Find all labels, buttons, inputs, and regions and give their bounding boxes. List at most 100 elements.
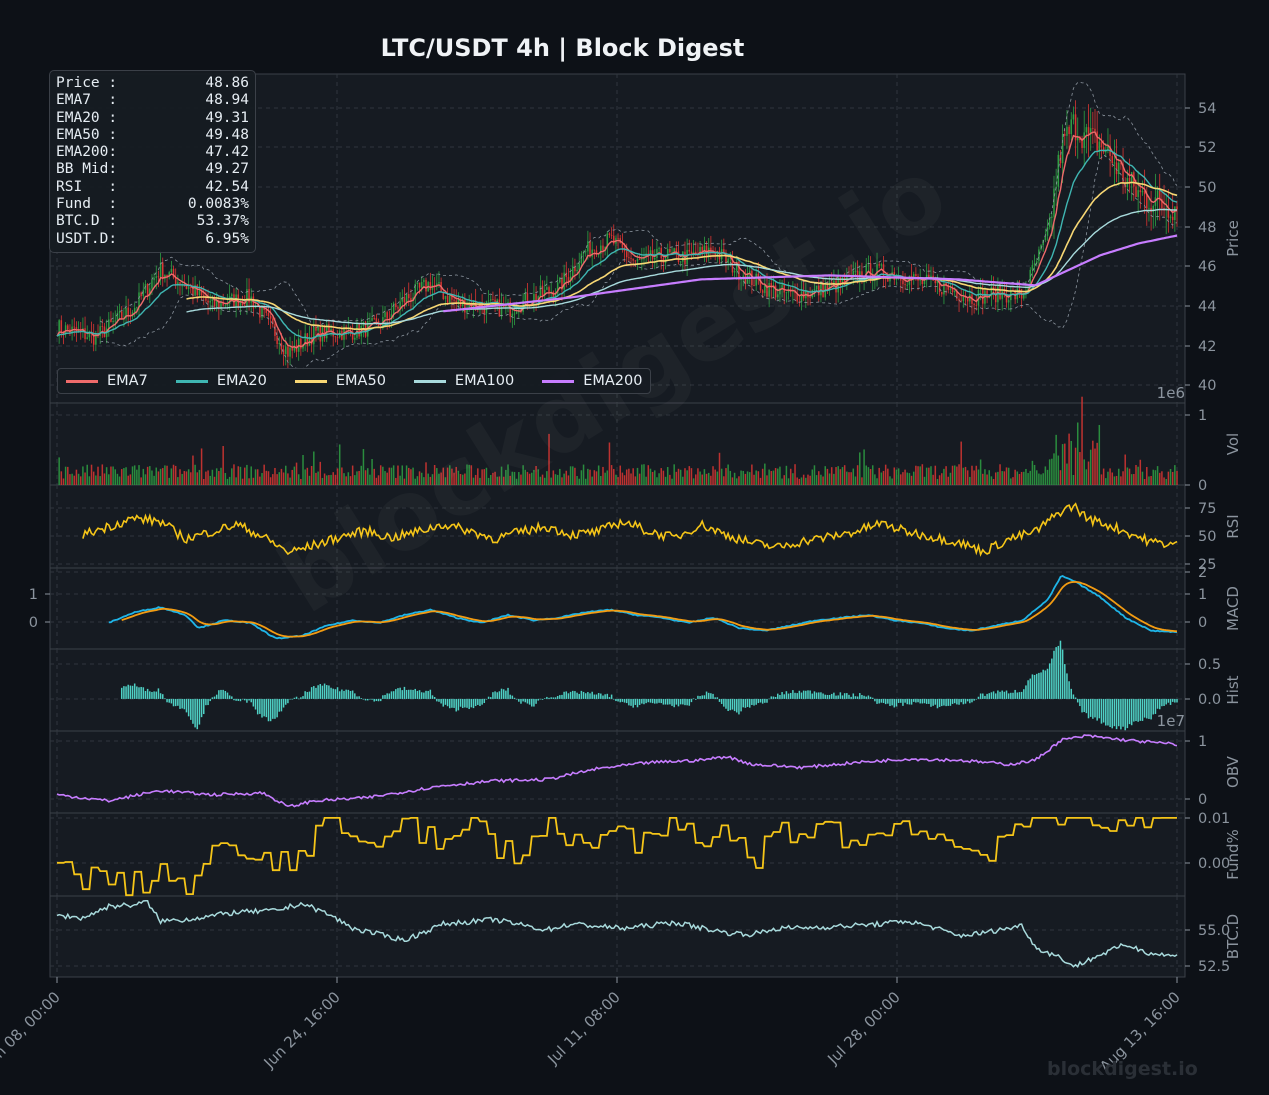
hist-bar <box>444 698 447 705</box>
candle-body <box>1146 194 1148 209</box>
volume-bar <box>716 471 719 485</box>
volume-bar <box>1111 472 1114 485</box>
volume-bar <box>382 466 384 485</box>
hist-bar <box>179 698 181 709</box>
hist-bar <box>1055 647 1057 699</box>
hist-bar <box>315 687 317 699</box>
candle-body <box>533 293 535 304</box>
volume-bar <box>293 466 296 485</box>
data-layer <box>56 81 1178 968</box>
hist-bar <box>1113 698 1116 727</box>
hist-bar <box>900 698 902 703</box>
hist-bar <box>1023 689 1025 699</box>
hist-bar <box>984 695 986 699</box>
volume-bar <box>224 472 227 485</box>
hist-bar <box>295 696 298 699</box>
volume-bar <box>276 474 278 485</box>
volume-bar <box>1068 433 1070 485</box>
hist-bar <box>705 691 708 699</box>
hist-bar <box>336 687 339 699</box>
volume-bar <box>600 475 602 485</box>
candle-body <box>688 249 691 252</box>
hist-bar <box>1081 698 1083 713</box>
volume-bar <box>1035 470 1038 485</box>
hist-bar <box>284 698 287 705</box>
volume-bar <box>172 464 175 485</box>
volume-bar <box>777 468 779 485</box>
hist-bar <box>966 698 969 702</box>
hist-bar <box>833 692 835 699</box>
volume-bar <box>1005 467 1008 485</box>
volume-bar <box>634 476 637 485</box>
volume-bar <box>192 455 194 485</box>
volume-bar <box>196 472 199 485</box>
volume-bar <box>837 466 839 485</box>
info-label: EMA20 : <box>56 109 118 126</box>
hist-bar <box>293 697 296 699</box>
candle-body <box>209 300 211 303</box>
volume-bar <box>835 467 837 485</box>
signal-line <box>121 580 1178 638</box>
candle-body <box>177 282 179 286</box>
hist-bar <box>1007 693 1010 699</box>
legend-swatch <box>542 379 575 383</box>
hist-bar <box>349 690 352 699</box>
volume-bar <box>861 477 863 485</box>
volume-bar <box>1003 471 1006 485</box>
legend-label: EMA200 <box>583 373 643 389</box>
hist-bar <box>1089 698 1092 717</box>
info-row: Price : 48.86 <box>56 75 249 92</box>
volume-bar <box>895 469 898 485</box>
volume-bar <box>919 466 921 485</box>
volume-bar <box>733 472 736 485</box>
volume-bar <box>910 475 913 485</box>
volume-bar <box>97 466 99 485</box>
volume-bar <box>364 470 367 485</box>
volume-bar <box>149 466 151 485</box>
y-tick-label: 1 <box>1198 734 1207 750</box>
candle-body <box>561 277 563 290</box>
hist-bar <box>796 693 798 699</box>
y-tick-label: 40 <box>1198 378 1216 394</box>
volume-bar <box>487 477 490 485</box>
volume-bar <box>420 472 423 485</box>
candle-body <box>213 297 216 307</box>
hist-bar <box>610 694 613 699</box>
volume-bar <box>690 468 693 485</box>
candle-body <box>414 284 416 298</box>
hist-bar <box>666 698 669 705</box>
hist-bar <box>725 698 727 709</box>
volume-bar <box>979 459 982 485</box>
volume-bar <box>1161 471 1163 485</box>
hist-bar <box>902 698 904 706</box>
candle-body <box>822 282 824 298</box>
hist-bar <box>194 698 196 728</box>
candle-body <box>600 245 602 254</box>
volume-bar <box>943 468 945 485</box>
volume-bar <box>695 474 697 485</box>
y-tick-label: 25 <box>1198 557 1216 573</box>
volume-bar <box>563 473 565 485</box>
candle-body <box>1128 178 1131 183</box>
candle-body <box>401 297 404 302</box>
hist-bar <box>1014 689 1016 699</box>
hist-bar <box>686 698 688 706</box>
x-tick-label: Jul 28, 00:00 <box>823 988 903 1068</box>
candle-body <box>820 282 822 296</box>
candle-body <box>578 263 580 270</box>
volume-bar <box>1143 479 1146 485</box>
volume-bar <box>1117 468 1120 485</box>
volume-bar <box>481 469 483 485</box>
candle-body <box>442 292 445 300</box>
hist-bar <box>712 693 714 699</box>
candle-body <box>921 277 924 285</box>
candle-body <box>602 245 604 251</box>
volume-bar <box>1023 471 1025 485</box>
volume-bar <box>792 473 794 485</box>
candle-body <box>912 274 915 280</box>
hist-bar <box>811 693 814 699</box>
y-tick-label: 48 <box>1198 220 1216 236</box>
hist-bar <box>507 687 509 699</box>
hist-bar <box>136 686 138 699</box>
candle-body <box>261 306 263 318</box>
